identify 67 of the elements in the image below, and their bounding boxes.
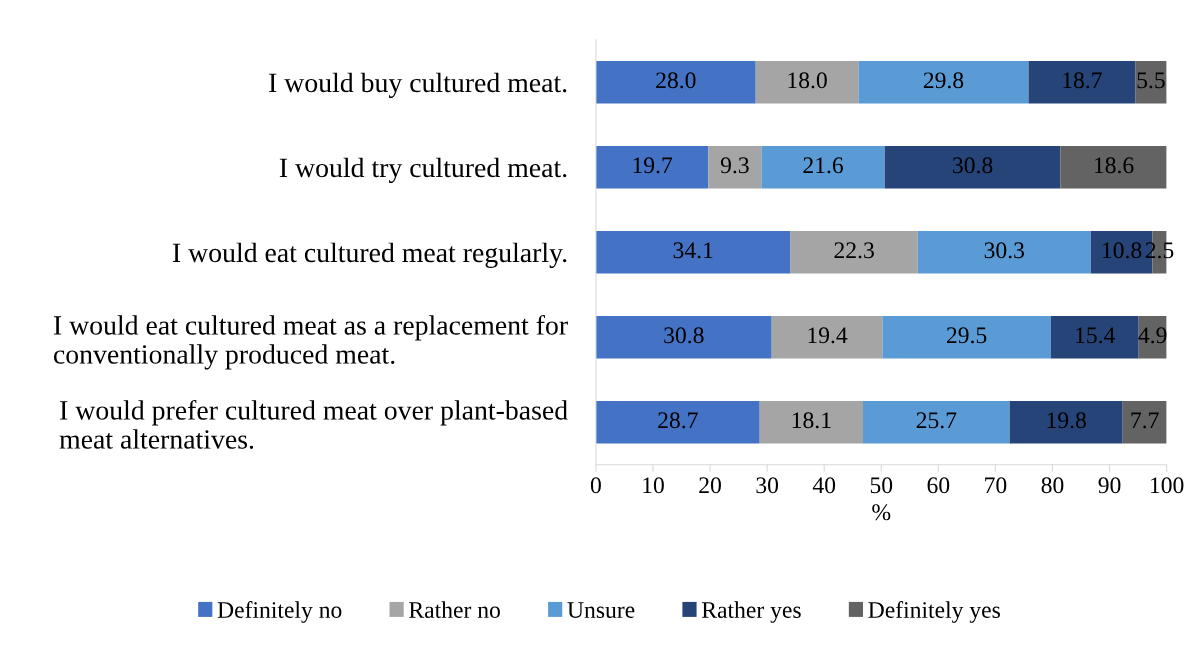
bar — [917, 231, 1091, 274]
data-label: 18.1 — [792, 412, 831, 429]
data-label: 15.4 — [1076, 327, 1116, 344]
x-tick-label: 10 — [643, 477, 664, 494]
data-label: 18.6 — [1094, 157, 1134, 174]
data-label: 19.7 — [633, 157, 673, 174]
data-label: 30.3 — [984, 242, 1024, 259]
bar — [771, 316, 883, 359]
x-tick-label: 0 — [590, 477, 601, 494]
bar — [595, 231, 791, 274]
bar — [858, 61, 1029, 104]
bar — [708, 146, 762, 189]
y-tick-label: I would eat cultured meat regularly. — [172, 242, 567, 268]
bar — [759, 401, 863, 444]
legend-label: Definitely no — [217, 601, 342, 623]
x-tick-label: 90 — [1098, 477, 1121, 494]
bar — [1122, 401, 1167, 444]
bar — [761, 146, 885, 189]
data-label: 5.5 — [1137, 72, 1165, 89]
data-label: 29.5 — [946, 327, 987, 344]
data-label: 10.8 — [1102, 242, 1142, 259]
x-tick-label: 20 — [699, 477, 721, 494]
bar — [863, 401, 1010, 444]
data-label: 7.7 — [1131, 412, 1159, 429]
legend-label: Rather no — [409, 601, 500, 618]
x-tick-label: 70 — [985, 477, 1007, 494]
x-tick-label: 40 — [812, 477, 836, 494]
legend-label: Rather yes — [701, 601, 801, 623]
data-label: 22.3 — [834, 242, 874, 259]
legend-label: Definitely yes — [868, 601, 1000, 623]
bar — [1135, 61, 1167, 104]
y-tick-label: I would eat cultured meat as a replacement for conventionally produced meat. — [53, 314, 568, 370]
data-label: 18.0 — [788, 72, 827, 89]
bar — [595, 146, 709, 189]
data-label: 30.8 — [953, 157, 993, 174]
bar — [1050, 316, 1139, 359]
data-label: 28.7 — [658, 412, 698, 429]
data-label: 28.0 — [656, 72, 696, 89]
data-label: 18.7 — [1063, 72, 1102, 89]
data-label: 19.4 — [808, 327, 848, 344]
bar — [595, 401, 760, 444]
x-tick-label: 80 — [1041, 477, 1064, 494]
bar — [595, 61, 756, 104]
data-label: 21.6 — [803, 157, 844, 174]
x-axis-title: % — [872, 504, 891, 521]
y-tick-label: I would buy cultured meat. — [269, 72, 567, 98]
data-label: 34.1 — [673, 242, 713, 259]
bar — [884, 146, 1061, 189]
legend-label: Unsure — [567, 602, 635, 618]
data-label: 30.8 — [664, 327, 704, 344]
x-tick-label: 30 — [756, 477, 779, 494]
bar — [790, 231, 918, 274]
data-label: 19.8 — [1047, 412, 1086, 429]
x-tick-label: 50 — [870, 477, 893, 494]
bar — [1009, 401, 1123, 444]
x-tick-label: 60 — [927, 477, 950, 494]
bar — [1060, 146, 1167, 189]
bar — [882, 316, 1051, 359]
y-tick-label: I would try cultured meat. — [279, 157, 567, 183]
bar — [595, 316, 772, 359]
bar — [755, 61, 859, 104]
data-label: 29.8 — [923, 72, 964, 89]
bar — [1028, 61, 1136, 104]
x-tick-label: 100 — [1151, 477, 1184, 494]
data-label: 25.7 — [916, 412, 957, 429]
data-label: 9.3 — [720, 157, 749, 174]
y-tick-label: I would prefer cultured meat over plant-based meat alternatives. — [59, 399, 568, 449]
